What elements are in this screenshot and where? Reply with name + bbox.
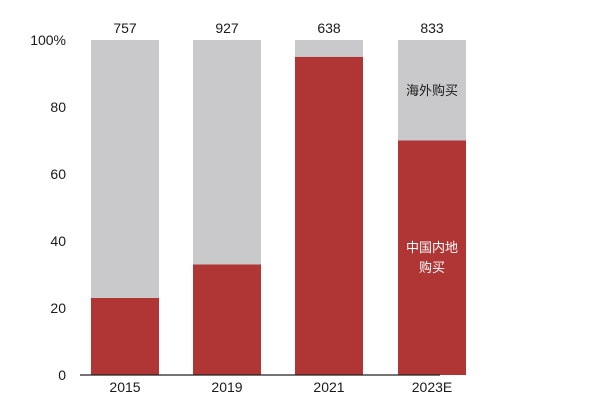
bar-segment-2015-mainland xyxy=(91,297,159,375)
y-tick-label-80: 80 xyxy=(50,99,66,115)
x-tick-label-2015: 2015 xyxy=(109,379,140,395)
bar-segment-2023E-overseas xyxy=(398,40,466,141)
total-label-2019: 927 xyxy=(215,20,239,36)
bar-segment-2021-overseas xyxy=(295,40,363,57)
bar-segment-2021-mainland xyxy=(295,56,363,375)
axis-layer: 0 20 40 60 80 100% xyxy=(30,32,440,383)
annotation-mainland-line2: 购买 xyxy=(419,260,445,276)
x-tick-label-2023E: 2023E xyxy=(412,379,452,395)
y-tick-label-60: 60 xyxy=(50,166,66,182)
x-tick-label-2019: 2019 xyxy=(211,379,242,395)
y-tick-label-100pct: 100% xyxy=(30,32,66,48)
bar-segment-2019-overseas xyxy=(193,40,261,265)
annotation-mainland-line1: 中国内地 xyxy=(406,240,458,256)
y-tick-label-0: 0 xyxy=(58,367,66,383)
annotation-overseas: 海外购买 xyxy=(406,83,458,99)
y-tick-label-20: 20 xyxy=(50,300,66,316)
bar-segment-2019-mainland xyxy=(193,264,261,375)
bars-layer xyxy=(91,40,466,375)
y-tick-label-40: 40 xyxy=(50,233,66,249)
bar-segment-2023E-mainland xyxy=(398,140,466,375)
x-tick-label-2021: 2021 xyxy=(313,379,344,395)
total-label-2015: 757 xyxy=(113,20,137,36)
total-label-2023E: 833 xyxy=(420,20,444,36)
total-label-2021: 638 xyxy=(317,20,341,36)
bar-segment-2015-overseas xyxy=(91,40,159,298)
